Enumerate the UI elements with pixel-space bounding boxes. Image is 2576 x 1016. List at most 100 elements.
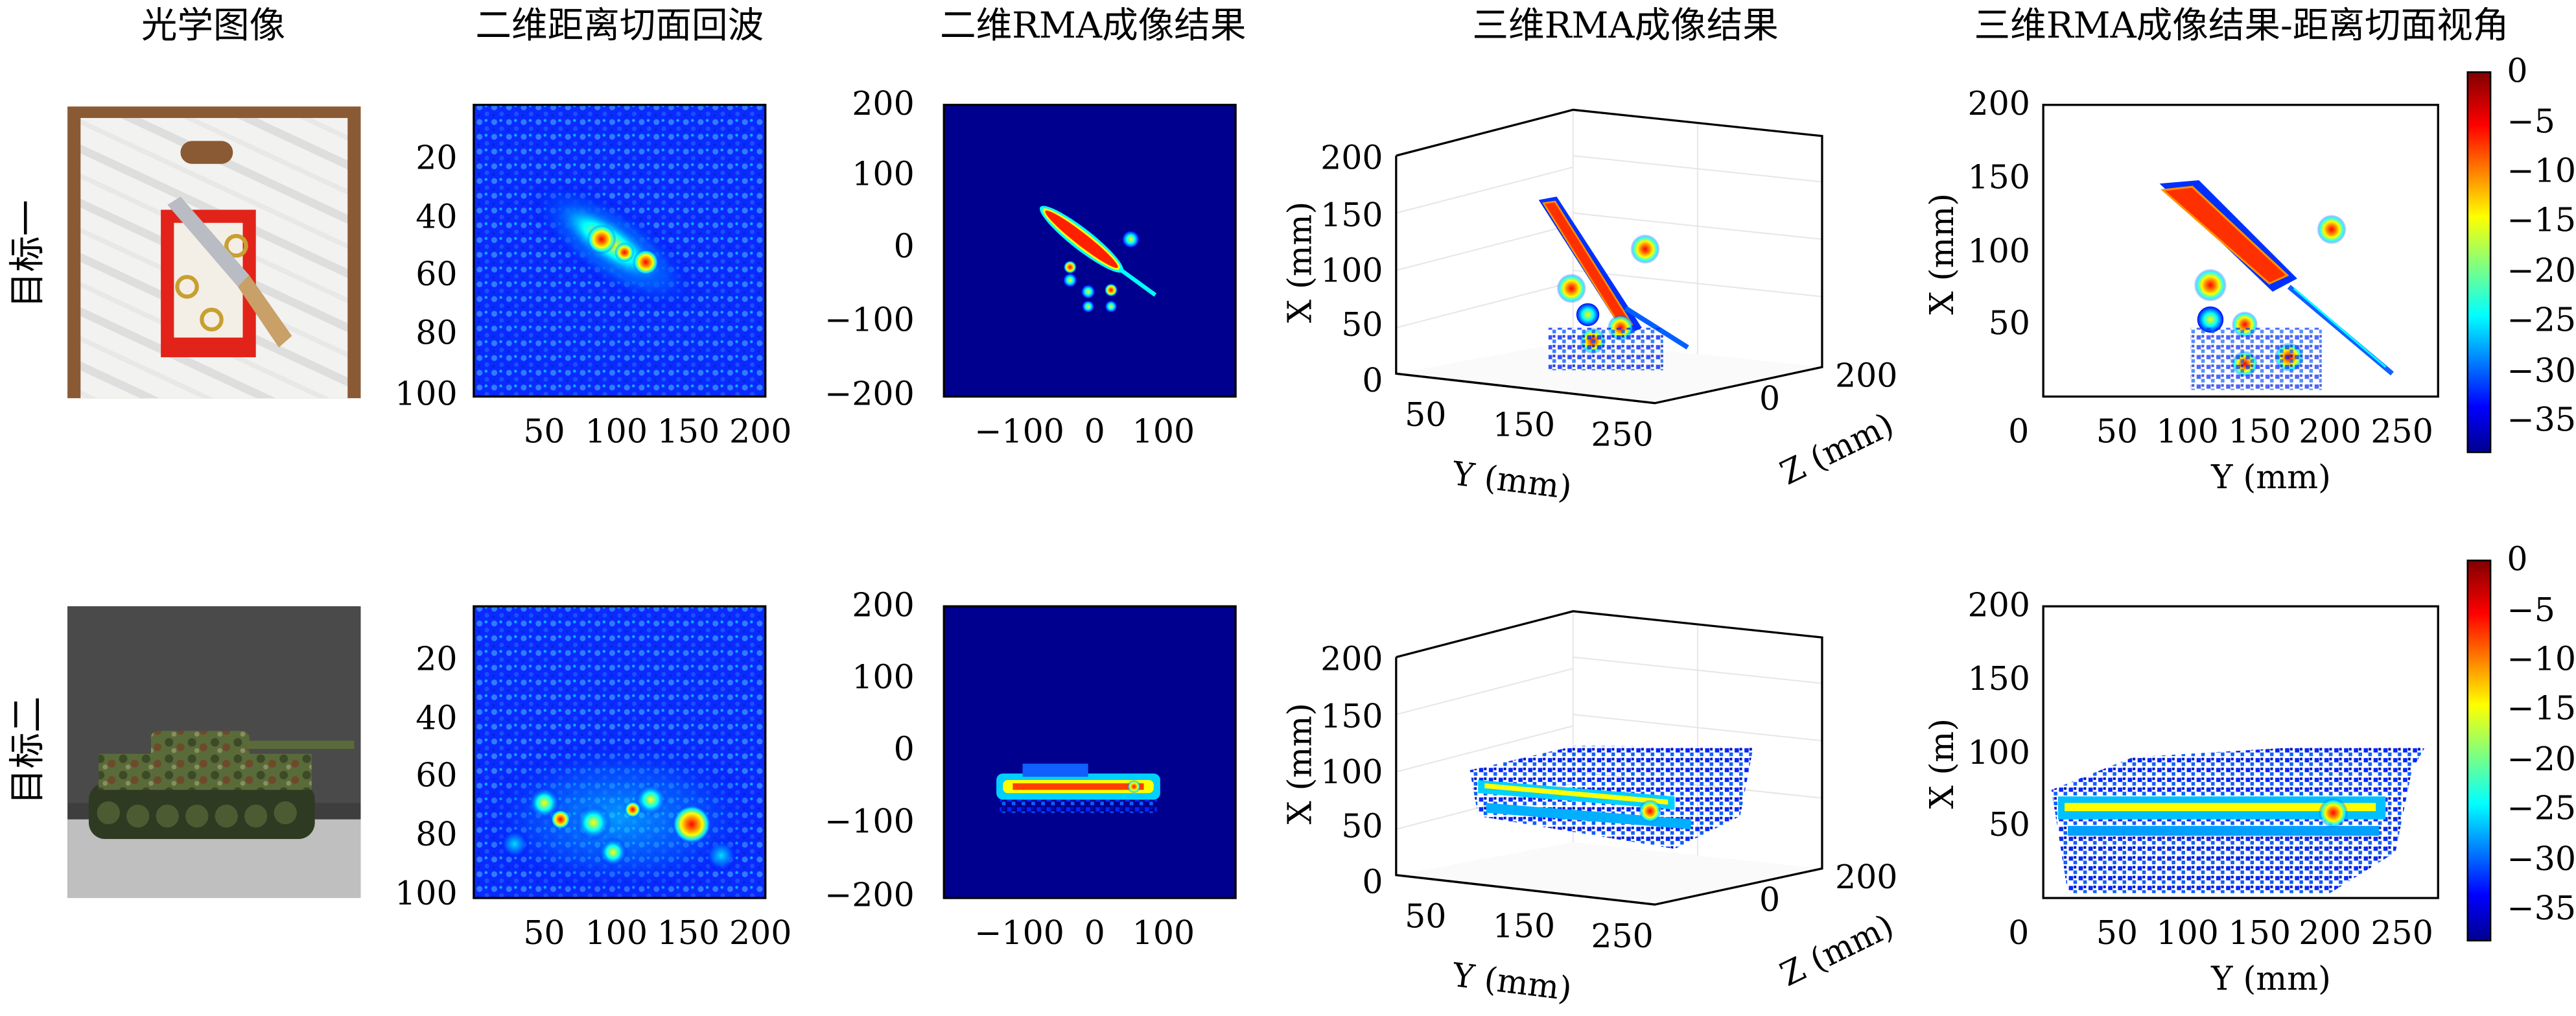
colorbar-tick: −20	[2507, 740, 2576, 778]
tick-label: 60	[416, 255, 457, 293]
tick-label: −200	[825, 374, 915, 412]
tick-label: 200	[852, 585, 914, 624]
tick-label: 50	[1405, 396, 1446, 434]
tick-label: 150	[2229, 412, 2291, 450]
photo-target-2	[67, 606, 361, 899]
colorbar-tick: 0	[2507, 540, 2527, 578]
photo-target-1	[67, 106, 361, 399]
tick-label: 50	[523, 914, 565, 952]
colorbar-1: 0 −5 −10 −15 −20 −25 −30 −35	[2466, 51, 2576, 453]
rma2d-map-1	[943, 104, 1237, 398]
tick-label: 200	[1967, 585, 2030, 624]
tick-label: 50	[523, 412, 565, 450]
rma2d-map-2-ticks: 200 100 0 −100 −200 −100 0 100	[825, 585, 1195, 951]
tick-label: 200	[1320, 138, 1383, 176]
tick-label: 100	[585, 412, 648, 450]
tick-label: 50	[1405, 897, 1446, 936]
axis-label: Z (mm)	[1774, 906, 1899, 994]
tick-label: 20	[416, 138, 457, 176]
tick-label: 150	[1493, 405, 1555, 443]
tick-label: 60	[416, 756, 457, 794]
row-label-target-2: 目标二	[6, 696, 49, 805]
rma3d-plot-2	[1395, 610, 1823, 906]
rma3d-plot-1	[1395, 108, 1823, 405]
tick-label: 150	[2229, 914, 2291, 952]
tick-label: 150	[1967, 659, 2030, 698]
tick-label: 100	[1320, 252, 1383, 290]
tick-label: −100	[974, 412, 1064, 450]
tick-label: 200	[1835, 858, 1897, 896]
rma2d-map-1-ticks: 200 100 0 −100 −200 −100 0 100	[825, 84, 1195, 450]
tick-label: 150	[1320, 697, 1383, 735]
tick-label: 250	[2371, 412, 2433, 450]
colorbar-2: 0 −5 −10 −15 −20 −25 −30 −35	[2466, 540, 2576, 942]
tick-label: 150	[657, 914, 720, 952]
colorbar-tick: −35	[2507, 401, 2576, 439]
colorbar-tick: −10	[2507, 640, 2576, 678]
tick-label: 100	[852, 658, 914, 696]
echo-map-2-ticks: 20 40 60 80 100 50 100 150 200	[395, 640, 791, 952]
tick-label: 0	[1084, 914, 1105, 952]
echo-map-1	[473, 104, 767, 398]
tick-label: 50	[1989, 304, 2030, 342]
tick-label: 50	[1989, 805, 2030, 844]
colorbar-tick: −10	[2507, 152, 2576, 190]
tick-label: 50	[2096, 412, 2138, 450]
column-title-2d-echo: 二维距离切面回波	[475, 5, 764, 47]
tick-label: 150	[1967, 158, 2030, 196]
tick-label: 100	[585, 914, 648, 952]
tick-label: 100	[395, 374, 457, 412]
tick-label: 0	[894, 227, 915, 265]
tick-label: 100	[1967, 231, 2030, 270]
axis-label: Y (mm)	[1450, 956, 1574, 1008]
rma3d-plot-1-ticks: 200 150 100 50 0 50 150 250 0 200 X (mm)…	[1280, 138, 1899, 506]
tick-label: 100	[1967, 733, 2030, 772]
echo-map-2	[473, 605, 767, 899]
tick-label: 200	[2299, 914, 2361, 952]
colorbar-tick: −35	[2507, 889, 2576, 927]
axis-label: Y (mm)	[1450, 454, 1574, 506]
tick-label: 0	[1759, 880, 1780, 919]
tick-label: 200	[1320, 640, 1383, 678]
colorbar-tick: −30	[2507, 840, 2576, 878]
axis-label: Y (mm)	[2210, 960, 2331, 998]
tick-label: 0	[1084, 412, 1105, 450]
tick-label: −100	[825, 301, 915, 339]
axis-label: X (mm)	[1280, 703, 1318, 824]
tick-label: 40	[416, 197, 457, 235]
axis-label: Z (mm)	[1774, 405, 1899, 493]
tick-label: 40	[416, 699, 457, 737]
row-label-target-1: 目标一	[6, 200, 49, 308]
colorbar-tick: 0	[2507, 51, 2527, 89]
tick-label: 100	[852, 155, 914, 193]
tick-label: 200	[729, 412, 791, 450]
tick-label: 0	[894, 730, 915, 768]
tick-label: 150	[1493, 907, 1555, 945]
tick-label: 0	[1362, 361, 1383, 399]
axis-label: Y (mm)	[2210, 458, 2331, 496]
tick-label: 50	[2096, 914, 2138, 952]
colorbar-tick: −25	[2507, 789, 2576, 827]
colorbar-tick: −5	[2507, 102, 2555, 141]
tick-label: 250	[1591, 917, 1653, 955]
axis-label: X (m)	[1923, 718, 1961, 809]
colorbar-tick: −25	[2507, 301, 2576, 339]
tick-label: 200	[852, 84, 914, 123]
section-plot-1-ticks: 200 150 100 50 0 50 100 150 200 250 X (m…	[1923, 84, 2433, 496]
colorbar-tick: −5	[2507, 591, 2555, 629]
row-labels: 目标一 目标二	[6, 200, 49, 805]
tick-label: 200	[1967, 84, 2030, 123]
column-title-optical: 光学图像	[141, 5, 285, 47]
tick-label: 150	[1320, 196, 1383, 234]
rma2d-map-2	[943, 605, 1237, 899]
tick-label: 200	[1835, 356, 1897, 394]
tick-label: 50	[1341, 807, 1383, 845]
column-titles: 光学图像 二维距离切面回波 二维RMA成像结果 三维RMA成像结果 三维RMA成…	[141, 5, 2509, 47]
section-plot-2	[2042, 605, 2439, 899]
tick-label: 0	[1362, 862, 1383, 901]
section-plot-1	[2042, 104, 2439, 398]
colorbar-tick: −15	[2507, 689, 2576, 727]
tick-label: 20	[416, 640, 457, 678]
tick-label: −100	[974, 914, 1064, 952]
